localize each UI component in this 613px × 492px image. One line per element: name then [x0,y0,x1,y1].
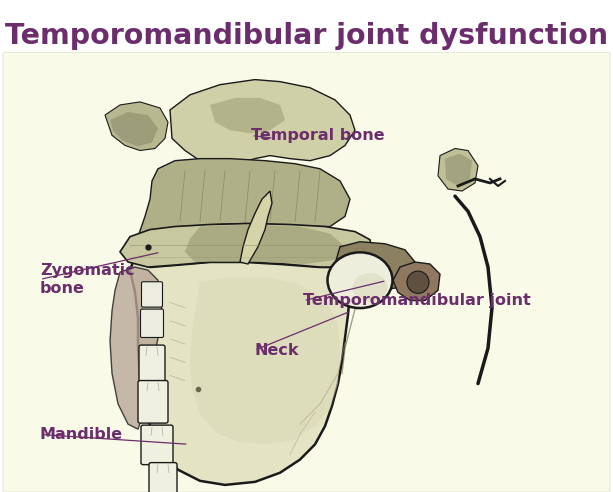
Text: Temporal bone: Temporal bone [251,128,385,143]
FancyBboxPatch shape [138,380,168,423]
Text: Temporomandibular joint dysfunction: Temporomandibular joint dysfunction [5,22,608,50]
Polygon shape [170,80,355,166]
Polygon shape [110,112,158,147]
Polygon shape [138,158,350,262]
FancyBboxPatch shape [149,462,177,492]
Ellipse shape [327,252,392,308]
Polygon shape [130,262,350,485]
Ellipse shape [407,271,429,293]
Text: Mandible: Mandible [40,427,123,442]
FancyBboxPatch shape [141,425,173,464]
Polygon shape [210,98,285,133]
Polygon shape [338,262,365,303]
Polygon shape [393,262,440,301]
Ellipse shape [352,273,387,302]
Text: Neck: Neck [254,343,299,358]
Polygon shape [445,154,472,186]
Text: Temporomandibular joint: Temporomandibular joint [303,293,531,308]
FancyBboxPatch shape [140,309,164,338]
FancyBboxPatch shape [3,52,610,492]
Polygon shape [190,277,340,444]
FancyBboxPatch shape [142,282,162,307]
Text: Zygomatic
bone: Zygomatic bone [40,263,134,296]
Polygon shape [110,267,162,429]
FancyBboxPatch shape [139,345,165,382]
Polygon shape [120,223,372,267]
Polygon shape [105,102,168,151]
Polygon shape [240,191,272,264]
Polygon shape [185,224,345,264]
Polygon shape [438,149,478,191]
Polygon shape [335,242,415,290]
